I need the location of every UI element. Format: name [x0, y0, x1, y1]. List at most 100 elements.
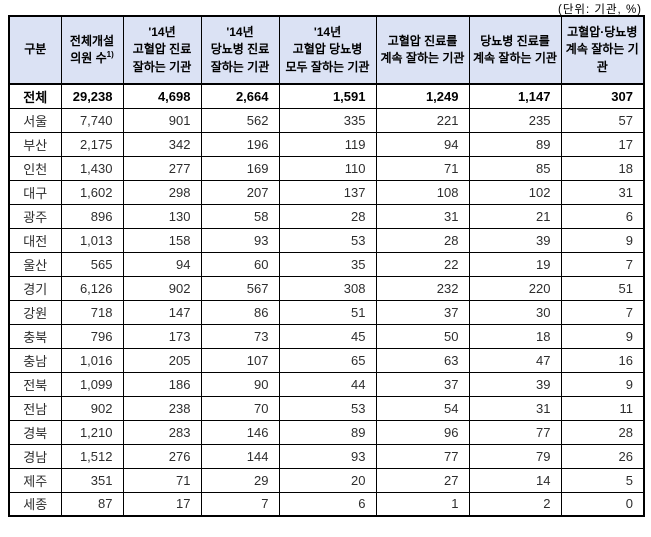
region-label: 대전: [8, 227, 62, 253]
col-header-both-2014: '14년 고혈압 당뇨병 모두 잘하는 기관: [278, 15, 377, 85]
value-cell: 1,591: [278, 83, 377, 109]
value-cell: 27: [375, 467, 470, 493]
table-row: 울산 565 94 60 35 22 19 7: [8, 251, 645, 277]
value-cell: 1,430: [60, 155, 124, 181]
region-label: 대구: [8, 179, 62, 205]
table-row: 광주 896 130 58 28 31 21 6: [8, 203, 645, 229]
table-row: 세종 87 17 7 6 1 2 0: [8, 491, 645, 517]
regional-clinic-stats-table: 구분 전체개설 의원 수1) '14년 고혈압 진료 잘하는 기관 '14년 당뇨병 …: [8, 15, 645, 517]
table-row: 경기 6,126 902 567 308 232 220 51: [8, 275, 645, 301]
value-cell: 351: [60, 467, 124, 493]
value-cell: 1,016: [60, 347, 124, 373]
value-cell: 205: [122, 347, 202, 373]
col-header-diabetes-continued: 당뇨병 진료를 계속 잘하는 기관: [468, 15, 562, 85]
value-cell: 31: [468, 395, 562, 421]
table-row: 전남 902 238 70 53 54 31 11: [8, 395, 645, 421]
region-label: 전북: [8, 371, 62, 397]
col-header-label: '14년 고혈압 진료 잘하는 기관: [132, 24, 192, 74]
value-cell: 6: [278, 491, 377, 517]
region-label: 인천: [8, 155, 62, 181]
value-cell: 21: [468, 203, 562, 229]
value-cell: 1,147: [468, 83, 562, 109]
value-cell: 6: [560, 203, 645, 229]
col-header-hypertension-continued: 고혈압 진료를 계속 잘하는 기관: [375, 15, 470, 85]
value-cell: 207: [200, 179, 280, 205]
value-cell: 39: [468, 227, 562, 253]
value-cell: 79: [468, 443, 562, 469]
value-cell: 308: [278, 275, 377, 301]
value-cell: 9: [560, 323, 645, 349]
table-row: 제주 351 71 29 20 27 14 5: [8, 467, 645, 493]
value-cell: 335: [278, 107, 377, 133]
value-cell: 39: [468, 371, 562, 397]
value-cell: 562: [200, 107, 280, 133]
value-cell: 44: [278, 371, 377, 397]
value-cell: 93: [278, 443, 377, 469]
value-cell: 277: [122, 155, 202, 181]
value-cell: 902: [60, 395, 124, 421]
value-cell: 77: [375, 443, 470, 469]
col-header-label: 고혈압 진료를 계속 잘하는 기관: [380, 33, 465, 65]
region-label: 경기: [8, 275, 62, 301]
col-header-total-clinics: 전체개설 의원 수1): [60, 15, 124, 85]
value-cell: 144: [200, 443, 280, 469]
value-cell: 108: [375, 179, 470, 205]
table-body: 전체 29,238 4,698 2,664 1,591 1,249 1,147 307 서울 7,…: [8, 83, 645, 517]
value-cell: 85: [468, 155, 562, 181]
value-cell: 54: [375, 395, 470, 421]
table-row: 대전 1,013 158 93 53 28 39 9: [8, 227, 645, 253]
value-cell: 31: [375, 203, 470, 229]
value-cell: 16: [560, 347, 645, 373]
value-cell: 147: [122, 299, 202, 325]
region-label: 서울: [8, 107, 62, 133]
value-cell: 1,210: [60, 419, 124, 445]
value-cell: 1,099: [60, 371, 124, 397]
value-cell: 232: [375, 275, 470, 301]
region-label: 부산: [8, 131, 62, 157]
value-cell: 796: [60, 323, 124, 349]
value-cell: 28: [375, 227, 470, 253]
value-cell: 2: [468, 491, 562, 517]
value-cell: 196: [200, 131, 280, 157]
value-cell: 51: [278, 299, 377, 325]
region-label: 울산: [8, 251, 62, 277]
value-cell: 102: [468, 179, 562, 205]
value-cell: 53: [278, 395, 377, 421]
region-label: 경북: [8, 419, 62, 445]
header-row: 구분 전체개설 의원 수1) '14년 고혈압 진료 잘하는 기관 '14년 당뇨병 …: [8, 15, 645, 85]
value-cell: 71: [375, 155, 470, 181]
value-cell: 60: [200, 251, 280, 277]
col-header-hypertension-2014: '14년 고혈압 진료 잘하는 기관: [122, 15, 202, 85]
total-row: 전체 29,238 4,698 2,664 1,591 1,249 1,147 307: [8, 83, 645, 109]
value-cell: 65: [278, 347, 377, 373]
value-cell: 45: [278, 323, 377, 349]
region-label: 강원: [8, 299, 62, 325]
value-cell: 1,013: [60, 227, 124, 253]
value-cell: 0: [560, 491, 645, 517]
value-cell: 901: [122, 107, 202, 133]
region-label: 충남: [8, 347, 62, 373]
value-cell: 6,126: [60, 275, 124, 301]
value-cell: 35: [278, 251, 377, 277]
value-cell: 71: [122, 467, 202, 493]
table-row: 대구 1,602 298 207 137 108 102 31: [8, 179, 645, 205]
value-cell: 9: [560, 371, 645, 397]
value-cell: 47: [468, 347, 562, 373]
value-cell: 9: [560, 227, 645, 253]
value-cell: 110: [278, 155, 377, 181]
value-cell: 22: [375, 251, 470, 277]
value-cell: 169: [200, 155, 280, 181]
value-cell: 30: [468, 299, 562, 325]
col-header-label: 당뇨병 진료를 계속 잘하는 기관: [473, 33, 557, 65]
value-cell: 11: [560, 395, 645, 421]
unit-note: (단위: 기관, %): [558, 4, 642, 16]
value-cell: 2,664: [200, 83, 280, 109]
table-row: 경북 1,210 283 146 89 96 77 28: [8, 419, 645, 445]
table-row: 경남 1,512 276 144 93 77 79 26: [8, 443, 645, 469]
region-label: 경남: [8, 443, 62, 469]
table-row: 인천 1,430 277 169 110 71 85 18: [8, 155, 645, 181]
col-header-diabetes-2014: '14년 당뇨병 진료 잘하는 기관: [200, 15, 280, 85]
value-cell: 18: [560, 155, 645, 181]
table-row: 전북 1,099 186 90 44 37 39 9: [8, 371, 645, 397]
value-cell: 158: [122, 227, 202, 253]
